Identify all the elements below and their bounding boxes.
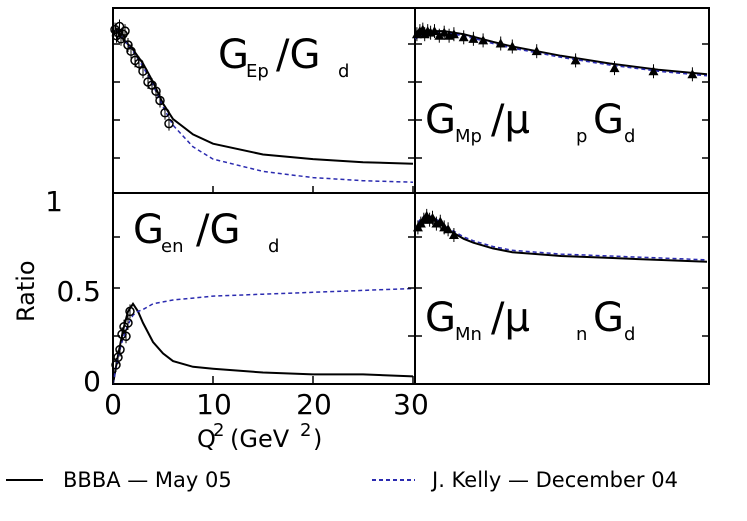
panel-title-rest: /μ [491,295,530,341]
x-tick-label: 30 [393,388,429,421]
panel-top-right: G Mp /μ p G d [411,7,710,194]
x-tick-label: 0 [104,388,122,421]
series-line-bbba [414,30,708,76]
series-line-kelly [115,29,414,183]
panel-title-psub: p [576,126,587,147]
panel-bottom-left: G en /G d [111,192,416,385]
panel-title-rsub: d [338,61,349,82]
panel-title-sub: en [161,236,183,257]
panel-bottom-right: G Mn /μ n G d [412,192,710,385]
x-axis-title-unit-open: (GeV [230,425,290,453]
y-axis-title: Ratio [12,260,40,322]
series-line-bbba [414,216,708,263]
legend: BBBA — May 05 J. Kelly — December 04 [6,468,678,492]
x-axis-title-q: Q [197,425,216,453]
panel-title-esub: d [624,324,635,345]
panel-title-rest: /μ [491,97,530,143]
x-axis-title-unit-sup: 2 [300,420,311,441]
panel-title-main: G [133,207,164,253]
panel-title-esub: d [624,126,635,147]
panel-curves [111,287,414,385]
panel-title-end: G [593,295,624,341]
series-line-kelly [414,215,708,261]
series-line-bbba [115,28,414,165]
panel-curves [412,208,708,263]
panel-title-sub: Mp [455,126,482,147]
x-axis-title: Q 2 (GeV 2 ) [197,420,322,453]
panel-top-left: G Ep /G d [110,7,416,194]
legend-label-bbba: BBBA — May 05 [63,468,232,492]
panel-curves [110,19,414,183]
y-tick-label: 0 [83,365,101,398]
y-tick-label: 1 [45,185,63,218]
panel-title-sub: Mn [455,324,482,345]
panel-frame [112,7,416,194]
panel-frame [414,192,710,385]
legend-label-kelly: J. Kelly — December 04 [430,468,678,492]
x-axis-title-sup: 2 [213,420,224,441]
panel-title-main: G [218,32,249,78]
axis-ticks [112,7,709,384]
series-line-kelly [112,287,414,385]
y-tick-label: 0.5 [56,275,101,308]
panel-curves [411,22,708,82]
panel-title-end: G [593,97,624,143]
panel-title-rest: /G [196,207,240,253]
panel-title-psub: n [576,324,587,345]
x-tick-label: 20 [296,388,332,421]
panel-title-main: G [425,97,456,143]
panel-title-sub: Ep [246,61,269,82]
panel-title-rsub: d [268,236,279,257]
x-axis-title-unit-close: ) [313,425,322,453]
panel-title-main: G [425,295,456,341]
x-tick-label: 10 [196,388,232,421]
series-line-bbba [112,301,414,385]
panel-title-rest: /G [276,32,320,78]
